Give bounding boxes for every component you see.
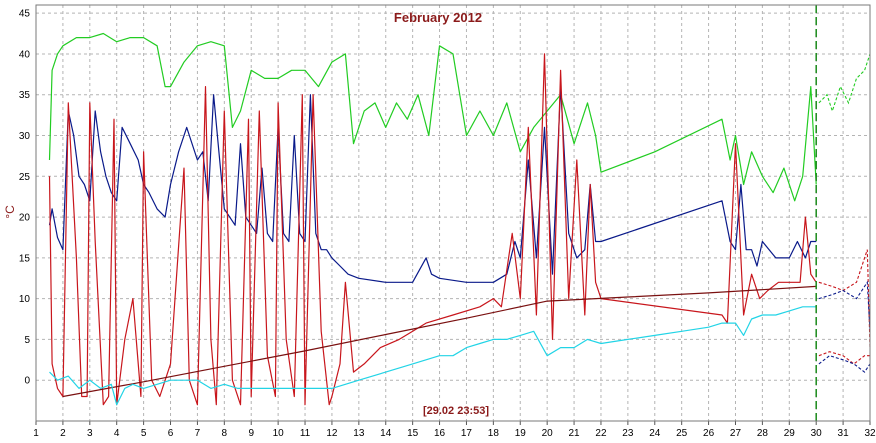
forecast-line-green	[818, 53, 871, 113]
y-tick-label: 15	[19, 253, 31, 264]
x-tick-label: 9	[248, 428, 254, 439]
y-tick-label: 10	[19, 294, 31, 305]
x-tick-label: 23	[622, 428, 634, 439]
x-tick-label: 30	[811, 428, 823, 439]
y-tick-label: 35	[19, 90, 31, 101]
y-tick-label: 0	[24, 376, 30, 387]
x-tick-label: 22	[595, 428, 607, 439]
x-tick-label: 11	[300, 428, 311, 439]
x-tick-label: 8	[222, 428, 228, 439]
x-tick-label: 13	[353, 428, 365, 439]
y-tick-label: 40	[19, 49, 31, 60]
x-tick-label: 19	[515, 428, 527, 439]
x-tick-label: 32	[864, 428, 876, 439]
y-tick-label: 20	[19, 213, 31, 224]
x-tick-label: 31	[838, 428, 850, 439]
y-tick-label: 30	[19, 131, 31, 142]
x-tick-label: 12	[326, 428, 338, 439]
series-layer	[48, 32, 871, 406]
x-tick-label: 10	[273, 428, 285, 439]
plot-frame	[35, 4, 871, 422]
forecast-line-navy	[818, 280, 871, 332]
x-tick-label: 24	[649, 428, 661, 439]
x-tick-label: 1	[33, 428, 39, 439]
series-line-darkred	[62, 285, 817, 398]
x-tick-label: 26	[703, 428, 715, 439]
y-tick-label: 25	[19, 172, 31, 183]
y-tick-label: 5	[24, 335, 30, 346]
x-tick-label: 17	[461, 428, 473, 439]
y-tick-label: 45	[19, 9, 31, 20]
x-tick-label: 3	[87, 428, 93, 439]
x-tick-label: 27	[730, 428, 742, 439]
x-tick-label: 7	[195, 428, 201, 439]
series-line-cyan	[49, 306, 817, 406]
cursor-timestamp-label: [29.02 23:53]	[423, 405, 489, 417]
forecast-line-navy	[818, 355, 871, 373]
x-tick-label: 28	[757, 428, 769, 439]
x-tick-label: 16	[434, 428, 446, 439]
x-tick-label: 20	[542, 428, 554, 439]
series-line-red	[48, 53, 817, 406]
forecast-line-red	[818, 351, 870, 365]
x-tick-label: 15	[407, 428, 419, 439]
x-tick-label: 5	[141, 428, 147, 439]
forecast-line-red	[818, 249, 871, 348]
y-axis-label: °C	[3, 205, 17, 219]
chart-title: February 2012	[394, 10, 482, 25]
x-tick-label: 6	[168, 428, 174, 439]
x-tick-label: 14	[380, 428, 392, 439]
series-line-navy	[48, 85, 817, 283]
grid	[36, 5, 870, 421]
x-tick-label: 2	[60, 428, 66, 439]
axes: 1 2 3 4 5 6 7 8 9 10 11 12 13 14 15 16 17 18 19 20 21 22 23 24 2…	[19, 4, 876, 439]
x-tick-label: 25	[676, 428, 688, 439]
series-line-green	[48, 32, 817, 202]
x-tick-label: 21	[569, 428, 581, 439]
x-tick-label: 29	[784, 428, 796, 439]
x-tick-label: 4	[114, 428, 120, 439]
x-tick-label: 18	[488, 428, 500, 439]
